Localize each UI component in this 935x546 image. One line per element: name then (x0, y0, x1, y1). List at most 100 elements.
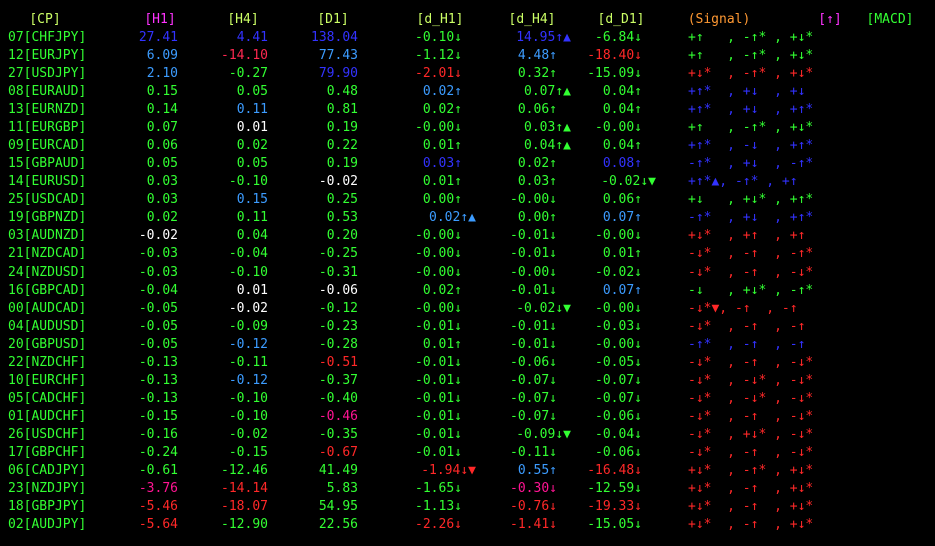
value-cell: 0.06↑ (602, 192, 642, 208)
value-cell: 0.02↑▲ (429, 210, 476, 226)
signal: -↑* , +↓ , +↑* (688, 210, 814, 226)
signal: +↓* , -↑ , +↓* (688, 499, 814, 515)
signal: -↓ , +↓* , -↑* (688, 282, 814, 298)
pair-name: 04[AUDUSD] (8, 318, 87, 334)
value-cell: 0.08↑ (602, 156, 642, 172)
value-cell: -0.05 (138, 318, 178, 334)
column-header: [d_H1] (416, 12, 464, 27)
value-cell: -0.25 (318, 246, 358, 262)
value-cell: -0.04↓ (595, 426, 642, 442)
value-cell: 0.01 (236, 282, 268, 298)
value-cell: -0.02 (138, 228, 178, 244)
value-cell: -0.03 (138, 246, 178, 262)
value-cell: 0.00↑ (422, 192, 462, 208)
value-cell: -12.59↓ (587, 481, 642, 496)
signal: +↑ , -↑* , +↓* (688, 120, 814, 136)
value-cell: -5.46 (138, 499, 178, 515)
column-header: [CP] (29, 12, 61, 27)
value-cell: 0.11 (236, 210, 268, 226)
value-cell: -0.00↓ (595, 228, 642, 244)
value-cell: 0.04↑ (602, 138, 642, 154)
signal: +↓* , -↑* , +↓* (688, 66, 814, 82)
pair-name: 11[EURGBP] (8, 120, 87, 136)
signal: +↑* , -↓ , +↑* (688, 138, 814, 154)
value-cell: 41.49 (318, 462, 358, 478)
value-cell: -0.02↓▼ (601, 174, 656, 190)
value-cell: -18.07 (221, 499, 268, 515)
signal: +↓* , -↑* , +↓* (688, 462, 814, 478)
value-cell: 0.07↑ (602, 210, 642, 226)
value-cell: -0.01↓ (415, 444, 462, 460)
value-cell: 0.25 (326, 192, 358, 208)
value-cell: -0.10 (228, 174, 268, 190)
value-cell: 6.09 (146, 48, 178, 64)
value-cell: -0.24 (138, 444, 178, 460)
value-cell: -0.03↓ (595, 318, 642, 334)
pair-name: 15[GBPAUD] (8, 156, 87, 172)
value-cell: -0.13 (138, 354, 178, 370)
value-cell: -0.04 (228, 246, 268, 262)
pair-name: 21[NZDCAD] (8, 246, 87, 262)
value-cell: 0.02↑ (422, 102, 462, 118)
value-cell: 0.04↑ (602, 84, 642, 100)
value-cell: 0.01 (236, 120, 268, 136)
pair-name: 00[AUDCAD] (8, 300, 87, 316)
value-cell: -0.06 (318, 282, 358, 298)
value-cell: -0.01↓ (415, 426, 462, 442)
value-cell: -0.11 (228, 354, 268, 370)
value-cell: 0.03↑▲ (524, 120, 571, 136)
pair-name: 12[EURJPY] (8, 48, 87, 64)
value-cell: -0.46 (318, 408, 358, 424)
value-cell: -0.02↓ (595, 264, 642, 280)
value-cell: -0.12 (318, 300, 358, 316)
value-cell: 0.81 (326, 102, 358, 118)
signal: -↓* , +↓* , -↓* (688, 426, 814, 442)
signal: +↑ , -↑* , +↓* (688, 48, 814, 64)
pair-name: 14[EURUSD] (8, 174, 87, 190)
value-cell: -0.12 (228, 372, 268, 388)
value-cell: -0.10↓ (415, 30, 462, 45)
value-cell: -0.00↓ (415, 228, 462, 244)
value-cell: -0.09↓▼ (516, 426, 571, 442)
value-cell: -15.09↓ (587, 66, 642, 82)
value-cell: -12.46 (221, 462, 268, 478)
value-cell: -0.07↓ (510, 390, 557, 406)
value-cell: -0.00↓ (415, 264, 462, 280)
pair-name: 03[AUDNZD] (8, 228, 87, 244)
value-cell: -0.51 (318, 354, 358, 370)
pair-name: 23[NZDJPY] (8, 481, 87, 496)
value-cell: 0.05 (146, 156, 178, 172)
signal: -↓* , -↑ , -↓* (688, 264, 814, 280)
value-cell: -0.01↓ (415, 408, 462, 424)
value-cell: -0.03 (138, 264, 178, 280)
value-cell: -0.05 (138, 336, 178, 352)
column-header: [↑] (818, 12, 842, 27)
value-cell: -0.15 (228, 444, 268, 460)
signal: +↑ , -↑* , +↓* (688, 30, 814, 45)
value-cell: -0.07↓ (510, 372, 557, 388)
value-cell: -0.67 (318, 444, 358, 460)
signal: -↓* , -↑ , -↓* (688, 354, 814, 370)
signal: -↓* , -↑ , -↓* (688, 408, 814, 424)
value-cell: -0.00↓ (510, 264, 557, 280)
value-cell: -0.13 (138, 372, 178, 388)
pair-name: 27[USDJPY] (8, 66, 87, 82)
value-cell: 0.00↑ (517, 210, 557, 226)
signal: -↓* , -↑ , -↑ (688, 318, 806, 334)
value-cell: -0.01↓ (510, 336, 557, 352)
value-cell: -0.01↓ (510, 246, 557, 262)
value-cell: -0.10 (228, 408, 268, 424)
value-cell: 0.15 (146, 84, 178, 100)
signal: +↓* , -↑ , +↓* (688, 517, 814, 533)
value-cell: 0.11 (236, 102, 268, 118)
value-cell: -0.01↓ (415, 372, 462, 388)
value-cell: -0.02 (228, 426, 268, 442)
value-cell: 0.07↑▲ (524, 84, 571, 100)
value-cell: -0.01↓ (510, 282, 557, 298)
pair-name: 20[GBPUSD] (8, 336, 87, 352)
column-header: [D1] (317, 12, 349, 27)
value-cell: -1.12↓ (415, 48, 462, 64)
pair-name: 25[USDCAD] (8, 192, 87, 208)
column-header: [H1] (144, 12, 176, 27)
pair-name: 06[CADJPY] (8, 462, 87, 478)
